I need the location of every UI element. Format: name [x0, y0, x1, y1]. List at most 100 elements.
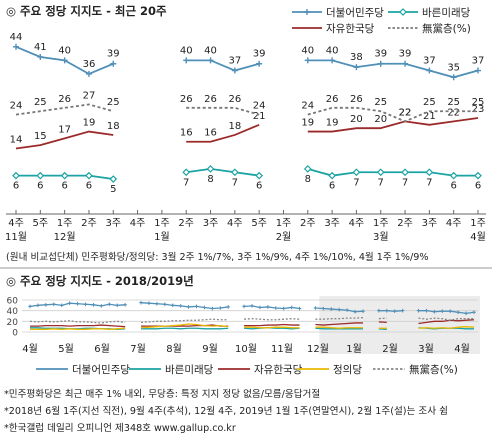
chart1-series-line-3: [307, 168, 478, 177]
chart1-data-label: 6: [329, 181, 335, 192]
chart1-point: [353, 64, 360, 71]
chart2-legend-label: 정의당: [333, 364, 362, 376]
chart1-data-label: 21: [253, 111, 266, 122]
chart2-legend-label: 無黨층(%): [409, 363, 458, 376]
chart2-series-line-1: [244, 323, 300, 327]
chart1-data-label: 18: [107, 121, 120, 132]
chart1-tick-label: 2주: [397, 218, 413, 229]
chart2-month-label: 3월: [418, 343, 434, 355]
chart2-point: [242, 304, 246, 309]
chart2-point: [353, 309, 357, 314]
chart2-y-tick-label: 60: [7, 297, 19, 307]
chart1-series-line-1: [15, 130, 114, 150]
chart2-point: [384, 308, 389, 313]
chart1-data-label: 41: [34, 42, 47, 53]
chart2-point: [83, 302, 88, 307]
chart1-tick-label: 1주: [373, 218, 389, 229]
chart2-series-line-2: [378, 317, 387, 320]
chart1-data-label: 25: [34, 97, 47, 108]
chart2-point: [115, 303, 120, 308]
chart2-month-label: 5월: [58, 343, 74, 355]
chart1-point: [474, 171, 482, 180]
chart2-month-label: 12월: [307, 343, 329, 355]
chart1-x-axis: 4주 11월 5주 1주 12월 2주 3주 4주 1주 1월 2주 3주 4주 5주 1주 2월 2주 3주 4주…: [5, 210, 486, 243]
chart1-data-label: 7: [232, 177, 238, 188]
chart2-series-line-1: [30, 324, 126, 328]
chart1-tick-label: 1주: [470, 218, 486, 229]
chart1-tick-label: 5주: [33, 218, 49, 229]
chart2-point: [281, 306, 286, 311]
chart2-point: [266, 305, 270, 309]
chart1-point: [329, 57, 336, 64]
chart2-point: [258, 305, 262, 310]
chart1-data-label: 26: [326, 94, 339, 105]
chart2-month-label: 6월: [94, 343, 110, 355]
chart1-tick-label: 3주: [105, 218, 121, 229]
chart1-series-line-2: [307, 106, 478, 123]
chart1-data-label: 39: [399, 49, 412, 60]
chart1-data-label: 14: [10, 135, 23, 146]
chart1-data-label: 22: [399, 107, 412, 118]
chart1-point: [377, 60, 384, 67]
chart2-point: [440, 309, 445, 313]
chart1-data-label: 22: [447, 107, 460, 118]
chart1-data-label: 19: [83, 118, 96, 129]
chart2-series-line-2: [244, 318, 300, 321]
chart2-series-line-4: [418, 326, 475, 329]
chart2-point: [75, 301, 80, 306]
chart1-point: [401, 168, 409, 177]
chart2-point: [170, 303, 175, 308]
chart2-y-tick-label: 0: [12, 329, 18, 339]
chart1-tick-label: 4주: [446, 218, 462, 229]
chart1-legend-label: 자유한국당: [326, 23, 375, 35]
chart1-tick-label: 2주: [300, 218, 316, 229]
chart1-legend-label: 바른미래당: [422, 7, 471, 19]
chart2-point: [432, 309, 437, 314]
chart1-data-label: 36: [83, 59, 96, 70]
chart2-point: [162, 302, 167, 307]
chart1-data-label: 26: [228, 94, 241, 105]
chart1-point: [206, 165, 215, 173]
chart2-point: [186, 305, 191, 309]
chart2-point: [210, 306, 215, 311]
chart2-note-line: *2018년 6월 1주(지선 직전), 9월 4주(추석), 12월 4주, …: [4, 405, 448, 417]
chart2-point: [226, 305, 231, 309]
chart1-point: [110, 60, 117, 67]
chart1-tick-label: 5주: [251, 218, 267, 229]
chart1-point: [85, 70, 92, 77]
chart1-legend-1-marker: [399, 8, 407, 16]
chart2-point: [51, 302, 56, 307]
chart2-month-label: 4월: [22, 343, 38, 355]
chart2-legend-label: 더불어민주당: [72, 364, 130, 376]
chart2-point: [178, 304, 183, 308]
chart1-data-label: 19: [326, 118, 339, 129]
chart2-point: [337, 307, 342, 312]
chart1-legend-label: 더불어민주당: [326, 7, 384, 19]
chart1-data-label: 7: [426, 177, 432, 188]
chart1-data-label: 26: [350, 94, 363, 105]
chart1-point: [109, 175, 118, 183]
chart1-data-label: 7: [378, 177, 384, 188]
chart1-point: [475, 67, 481, 74]
chart2-point: [155, 301, 159, 306]
chart2-notes: *민주평화당은 최근 매주 1% 내외, 무당층: 특정 지지 정당 없음/모름…: [4, 388, 448, 434]
chart1-point: [12, 171, 20, 180]
chart2-month-label: 8월: [166, 343, 182, 355]
chart1-series-line-0: [186, 59, 260, 72]
chart1-tick-label: 4주: [349, 218, 365, 229]
chart2-point: [464, 311, 468, 316]
chart1-data-label: 21: [423, 111, 436, 122]
chart1-data-label: 7: [353, 177, 359, 188]
chart2-point: [202, 305, 207, 310]
chart2-series-line-4: [244, 326, 300, 329]
chart2-point: [147, 301, 151, 305]
chart1-data-label: 26: [58, 94, 71, 105]
chart1-series-line-1: [307, 117, 479, 133]
chart2-point: [345, 308, 349, 312]
chart2-point: [250, 304, 254, 308]
chart2-series-line-0: [140, 302, 229, 310]
chart1-data-label: 40: [180, 45, 193, 56]
chart1-data-label: 8: [305, 174, 311, 185]
